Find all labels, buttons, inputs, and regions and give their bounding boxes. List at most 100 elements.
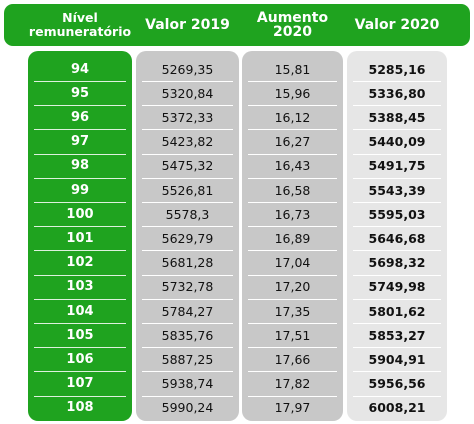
increase-cell: 16,43 <box>274 158 311 174</box>
row-divider <box>34 274 126 276</box>
level-cell: 104 <box>66 303 94 319</box>
level-cell: 108 <box>66 400 94 416</box>
row-divider <box>248 177 337 179</box>
level-cell: 106 <box>66 351 94 367</box>
row-divider <box>353 129 441 131</box>
row-divider <box>248 395 337 397</box>
value-2019-cell: 5423,82 <box>161 134 214 150</box>
level-cell: 105 <box>66 327 94 343</box>
value-2019-cell: 5578,3 <box>165 206 210 222</box>
row-divider <box>34 371 126 373</box>
value-2020-cell: 5646,68 <box>368 230 426 246</box>
header-increase-2020: Aumento 2020 <box>256 10 329 40</box>
value-2019-cell: 5732,78 <box>161 279 214 295</box>
header-level: Nível remuneratório <box>28 10 132 39</box>
row-divider <box>34 395 126 397</box>
row-divider <box>248 274 337 276</box>
value-2019-cell: 5320,84 <box>161 85 214 101</box>
row-divider <box>34 226 126 228</box>
value-2020-cell: 5749,98 <box>368 279 426 295</box>
increase-cell: 17,04 <box>274 255 311 271</box>
increase-cell: 15,81 <box>274 61 311 77</box>
row-divider <box>248 323 337 324</box>
value-2019-cell: 5475,32 <box>161 158 214 174</box>
value-2020-column: 5285,16 5336,80 5388,45 5440,09 5491,75 5543,… <box>347 51 447 421</box>
row-divider <box>34 202 126 203</box>
increase-cell: 15,96 <box>274 85 311 101</box>
value-2019-cell: 5269,35 <box>161 61 214 77</box>
level-cell: 107 <box>66 376 94 392</box>
row-divider <box>142 81 233 82</box>
row-divider <box>34 250 126 252</box>
row-divider <box>353 395 441 397</box>
row-divider <box>353 105 441 107</box>
row-divider <box>34 129 126 131</box>
row-divider <box>142 202 233 203</box>
row-divider <box>142 153 233 155</box>
value-2020-cell: 5595,03 <box>368 206 426 222</box>
row-divider <box>353 202 441 203</box>
row-divider <box>142 323 233 324</box>
row-divider <box>142 395 233 397</box>
value-2019-column: 5269,35 5320,84 5372,33 5423,82 5475,32 5526,… <box>136 51 239 421</box>
row-divider <box>142 298 233 300</box>
row-divider <box>34 298 126 300</box>
value-2019-cell: 5835,76 <box>161 327 214 343</box>
row-divider <box>353 347 441 349</box>
row-divider <box>142 371 233 373</box>
value-2019-cell: 5887,25 <box>161 351 214 367</box>
row-divider <box>34 323 126 324</box>
header-value-2019: Valor 2019 <box>145 17 230 33</box>
row-divider <box>353 226 441 228</box>
increase-cell: 16,27 <box>274 134 311 150</box>
row-divider <box>142 274 233 276</box>
level-cell: 97 <box>70 134 90 150</box>
level-cell: 98 <box>70 158 90 174</box>
row-divider <box>34 153 126 155</box>
level-cell: 103 <box>66 279 94 295</box>
increase-cell: 16,89 <box>274 230 311 246</box>
value-2020-cell: 5853,27 <box>368 327 426 343</box>
row-divider <box>353 274 441 276</box>
header-value-2020: Valor 2020 <box>354 17 440 33</box>
value-2019-cell: 5629,79 <box>161 230 214 246</box>
row-divider <box>248 250 337 252</box>
level-cell: 99 <box>70 182 90 198</box>
row-divider <box>248 371 337 373</box>
level-cell: 95 <box>70 85 90 101</box>
value-2020-cell: 5388,45 <box>368 109 426 125</box>
increase-cell: 17,35 <box>274 303 311 319</box>
row-divider <box>248 105 337 107</box>
increase-cell: 16,58 <box>274 182 311 198</box>
row-divider <box>248 347 337 349</box>
value-2019-cell: 5938,74 <box>161 376 214 392</box>
row-divider <box>142 105 233 107</box>
row-divider <box>248 226 337 228</box>
value-2019-cell: 5990,24 <box>161 400 214 416</box>
row-divider <box>248 81 337 82</box>
increase-cell: 17,20 <box>274 279 311 295</box>
increase-cell: 17,82 <box>274 376 311 392</box>
increase-cell: 16,12 <box>274 109 311 125</box>
row-divider <box>353 250 441 252</box>
row-divider <box>142 226 233 228</box>
row-divider <box>142 177 233 179</box>
level-cell: 96 <box>70 109 90 125</box>
value-2020-cell: 5698,32 <box>368 255 426 271</box>
row-divider <box>353 298 441 300</box>
value-2020-cell: 5543,39 <box>368 182 426 198</box>
row-divider <box>353 153 441 155</box>
row-divider <box>34 105 126 107</box>
value-2020-cell: 5336,80 <box>368 85 426 101</box>
row-divider <box>142 129 233 131</box>
level-column: 94 95 96 97 98 99 100 101 102 103 104 105 106 107 108 <box>28 51 132 421</box>
row-divider <box>248 129 337 131</box>
row-divider <box>353 177 441 179</box>
row-divider <box>34 347 126 349</box>
table-header: Nível remuneratório Valor 2019 Aumento 2… <box>4 4 470 46</box>
value-2019-cell: 5372,33 <box>161 109 214 125</box>
value-2020-cell: 5440,09 <box>368 134 426 150</box>
value-2020-cell: 5491,75 <box>368 158 426 174</box>
value-2020-cell: 5285,16 <box>368 61 426 77</box>
value-2020-cell: 6008,21 <box>368 400 426 416</box>
